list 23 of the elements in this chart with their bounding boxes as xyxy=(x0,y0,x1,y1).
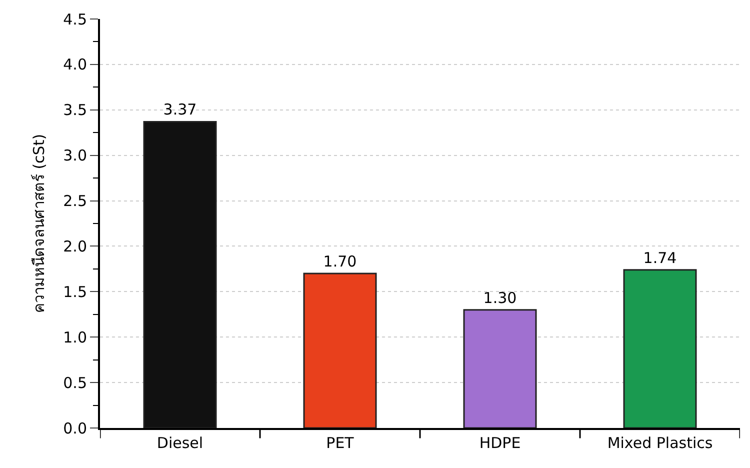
y-tick-label: 0.0 xyxy=(63,419,87,438)
y-tick-label: 4.0 xyxy=(63,56,87,74)
y-tick-label: 1.5 xyxy=(63,282,87,301)
y-tick-label: 0.5 xyxy=(63,374,87,392)
y-tick-label: 3.0 xyxy=(63,146,87,165)
y-tick-label: 4.5 xyxy=(63,10,87,28)
data-label: 1.74 xyxy=(643,248,677,267)
x-tick-label: PET xyxy=(326,434,355,452)
y-tick-label: 2.5 xyxy=(63,192,87,210)
y-tick-label: 1.0 xyxy=(63,328,87,346)
x-tick-label: Diesel xyxy=(156,434,204,452)
data-label: 1.70 xyxy=(323,252,357,270)
data-label: 3.37 xyxy=(163,100,197,119)
bar xyxy=(303,272,377,428)
x-tick-label: Mixed Plastics xyxy=(607,434,713,452)
y-tick-label: 2.0 xyxy=(63,237,87,256)
y-axis-title: ความหนืดจลนศาสตร์ (cSt) xyxy=(30,134,48,314)
data-label: 1.30 xyxy=(483,288,517,307)
x-tick-label: HDPE xyxy=(479,434,521,452)
y-tick-label: 3.5 xyxy=(63,101,87,120)
bar xyxy=(623,269,697,428)
bar xyxy=(463,309,537,428)
bar xyxy=(143,120,217,428)
